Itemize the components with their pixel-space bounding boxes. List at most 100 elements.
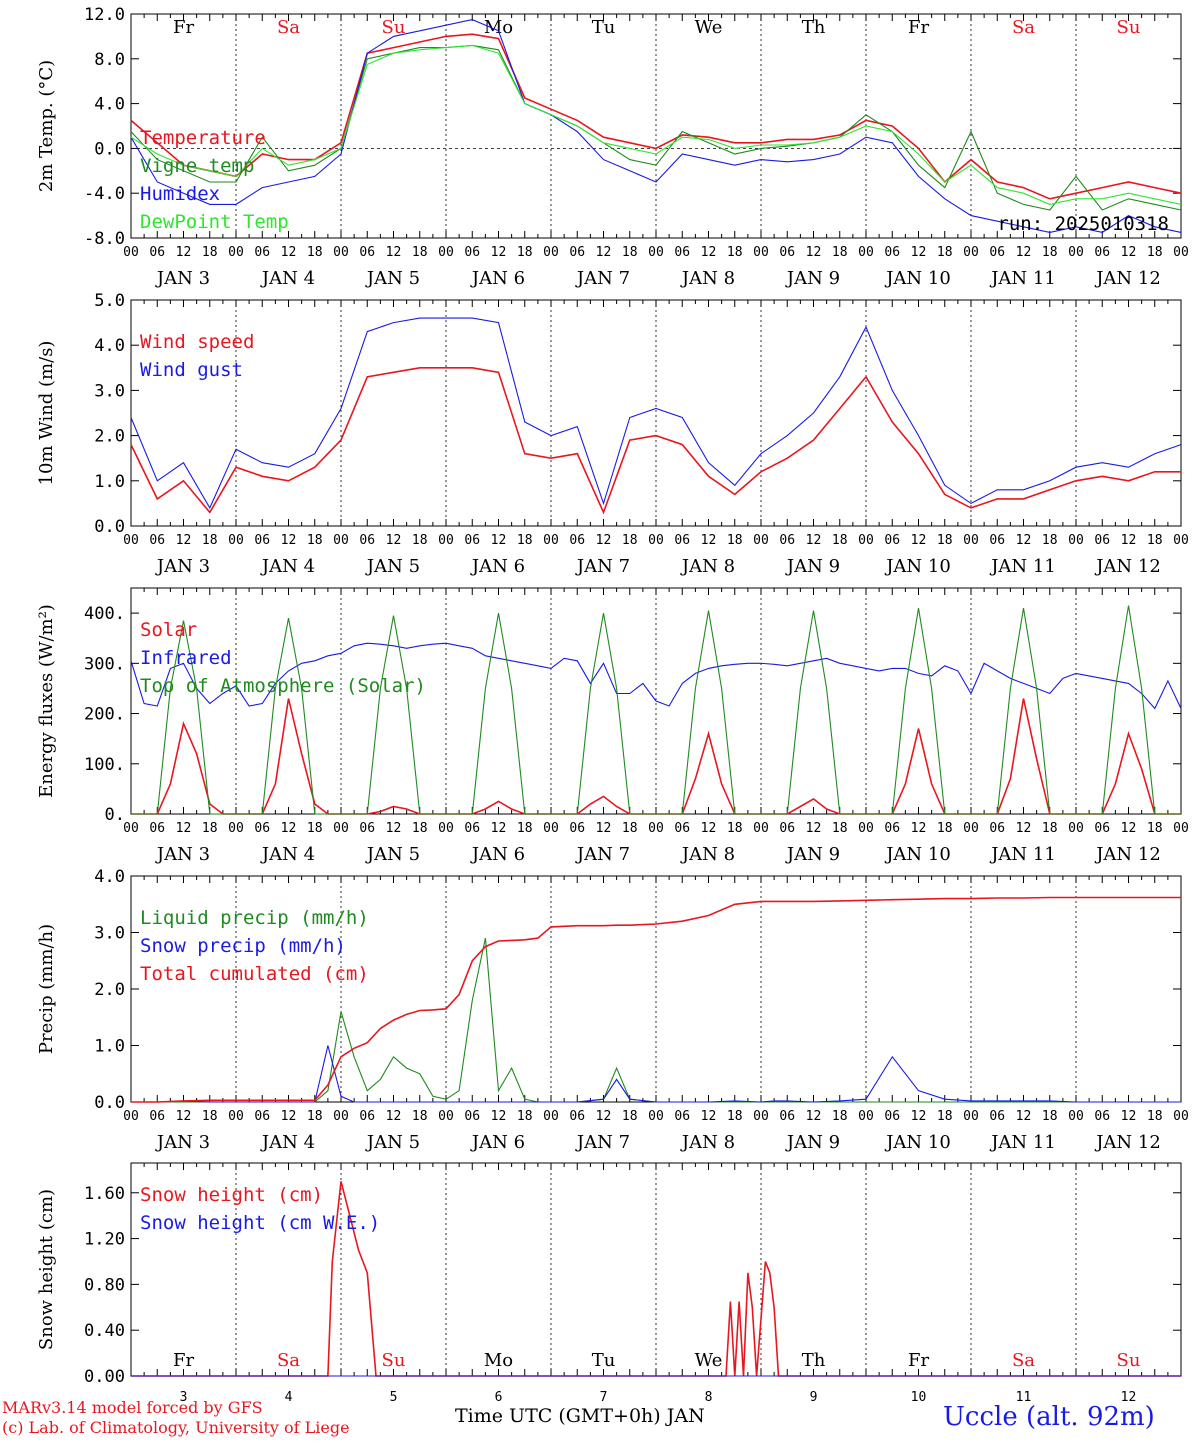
- y-tick-label: 3.0: [94, 924, 125, 944]
- x-hour-label: 12: [176, 1109, 192, 1124]
- x-hour-label: 18: [727, 533, 743, 548]
- legend-entry: Humidex: [140, 183, 220, 205]
- x-day-number: 5: [390, 1390, 398, 1405]
- x-hour-label: 12: [806, 821, 822, 836]
- x-hour-label: 00: [1068, 245, 1084, 260]
- x-day-number: 6: [495, 1390, 503, 1405]
- weekday-label: We: [695, 17, 723, 38]
- x-hour-label: 06: [464, 1109, 480, 1124]
- x-hour-label: 12: [386, 821, 402, 836]
- x-hour-label: 12: [491, 1109, 507, 1124]
- y-axis-label: Snow height (cm): [36, 1189, 57, 1350]
- x-hour-label: 18: [937, 245, 953, 260]
- x-hour-label: 00: [963, 1109, 979, 1124]
- x-day-label: JAN 11: [989, 844, 1056, 865]
- x-day-label: JAN 12: [1094, 1132, 1161, 1153]
- x-hour-label: 00: [858, 1109, 874, 1124]
- y-tick-label: 3.0: [94, 381, 125, 401]
- x-hour-label: 12: [491, 245, 507, 260]
- x-day-number: 8: [705, 1390, 713, 1405]
- x-day-label: JAN 11: [989, 1132, 1056, 1153]
- y-tick-label: 0.40: [84, 1321, 125, 1341]
- x-hour-label: 18: [1042, 1109, 1058, 1124]
- legend-entry: Solar: [140, 619, 197, 641]
- x-hour-label: 00: [123, 1109, 139, 1124]
- x-day-number: 10: [911, 1390, 927, 1405]
- x-day-label: JAN 10: [884, 844, 951, 865]
- x-hour-label: 12: [386, 245, 402, 260]
- weekday-label: Sa: [1012, 1350, 1035, 1371]
- x-hour-label: 12: [806, 533, 822, 548]
- x-hour-label: 12: [176, 533, 192, 548]
- y-tick-label: 200.: [84, 705, 125, 725]
- x-hour-label: 18: [517, 533, 533, 548]
- x-hour-label: 06: [989, 1109, 1005, 1124]
- x-day-label: JAN 3: [155, 556, 210, 577]
- x-hour-label: 18: [622, 245, 638, 260]
- x-hour-label: 18: [307, 533, 323, 548]
- x-day-label: JAN 8: [680, 1132, 735, 1153]
- x-day-label: JAN 12: [1094, 268, 1161, 289]
- x-hour-label: 06: [1094, 1109, 1110, 1124]
- y-axis-label: Precip (mm/h): [36, 924, 57, 1054]
- series-line: [130, 33, 1182, 200]
- footer-lab: (c) Lab. of Climatology, University of L…: [2, 1418, 350, 1437]
- weekday-label: Fr: [173, 1350, 194, 1371]
- series-line: [131, 605, 1181, 815]
- x-hour-label: 18: [937, 1109, 953, 1124]
- legend-entry: Snow height (cm W.E.): [140, 1212, 380, 1234]
- x-hour-label: 18: [412, 821, 428, 836]
- x-hour-label: 06: [569, 1109, 585, 1124]
- x-hour-label: 18: [307, 821, 323, 836]
- x-hour-label: 18: [412, 533, 428, 548]
- x-day-label: JAN 4: [260, 556, 315, 577]
- y-tick-label: 2.0: [94, 980, 125, 1000]
- x-day-label: JAN 3: [155, 1132, 210, 1153]
- x-hour-label: 18: [727, 1109, 743, 1124]
- x-hour-label: 12: [911, 533, 927, 548]
- x-hour-label: 06: [149, 1109, 165, 1124]
- x-hour-label: 18: [1042, 245, 1058, 260]
- x-hour-label: 12: [176, 821, 192, 836]
- x-hour-label: 06: [989, 821, 1005, 836]
- x-day-label: JAN 7: [575, 556, 630, 577]
- x-hour-label: 06: [989, 245, 1005, 260]
- x-day-label: JAN 6: [470, 556, 525, 577]
- x-hour-label: 06: [1094, 245, 1110, 260]
- x-day-label: JAN 7: [575, 1132, 630, 1153]
- y-tick-label: 1.60: [84, 1184, 125, 1204]
- y-tick-label: 0.0: [94, 139, 125, 159]
- x-hour-label: 18: [517, 1109, 533, 1124]
- x-day-label: JAN 11: [989, 268, 1056, 289]
- weekday-label: Su: [1117, 17, 1141, 38]
- x-hour-label: 06: [569, 245, 585, 260]
- footer-model: MARv3.14 model forced by GFS: [2, 1398, 263, 1417]
- x-hour-label: 00: [228, 533, 244, 548]
- x-hour-label: 06: [779, 245, 795, 260]
- x-hour-label: 12: [176, 245, 192, 260]
- x-hour-label: 12: [1121, 533, 1137, 548]
- x-hour-label: 12: [596, 821, 612, 836]
- x-hour-label: 06: [779, 1109, 795, 1124]
- x-hour-label: 18: [1147, 533, 1163, 548]
- x-hour-label: 18: [1042, 821, 1058, 836]
- legend-entry: Wind speed: [140, 331, 254, 353]
- x-hour-label: 00: [333, 533, 349, 548]
- x-hour-label: 00: [648, 245, 664, 260]
- x-hour-label: 12: [596, 533, 612, 548]
- x-hour-label: 18: [727, 821, 743, 836]
- legend-entry: Infrared: [140, 647, 232, 669]
- station-name: Uccle (alt. 92m): [943, 1402, 1155, 1432]
- series-line: [130, 317, 1182, 510]
- x-hour-label: 12: [701, 533, 717, 548]
- x-axis-title: Time UTC (GMT+0h) JAN: [455, 1405, 705, 1427]
- x-hour-label: 00: [1068, 1109, 1084, 1124]
- x-hour-label: 00: [753, 245, 769, 260]
- x-hour-label: 00: [648, 821, 664, 836]
- x-hour-label: 00: [543, 1109, 559, 1124]
- series-line: [130, 44, 1182, 205]
- x-hour-label: 06: [149, 533, 165, 548]
- y-tick-label: 1.0: [94, 1037, 125, 1057]
- x-hour-label: 00: [648, 533, 664, 548]
- x-hour-label: 06: [884, 533, 900, 548]
